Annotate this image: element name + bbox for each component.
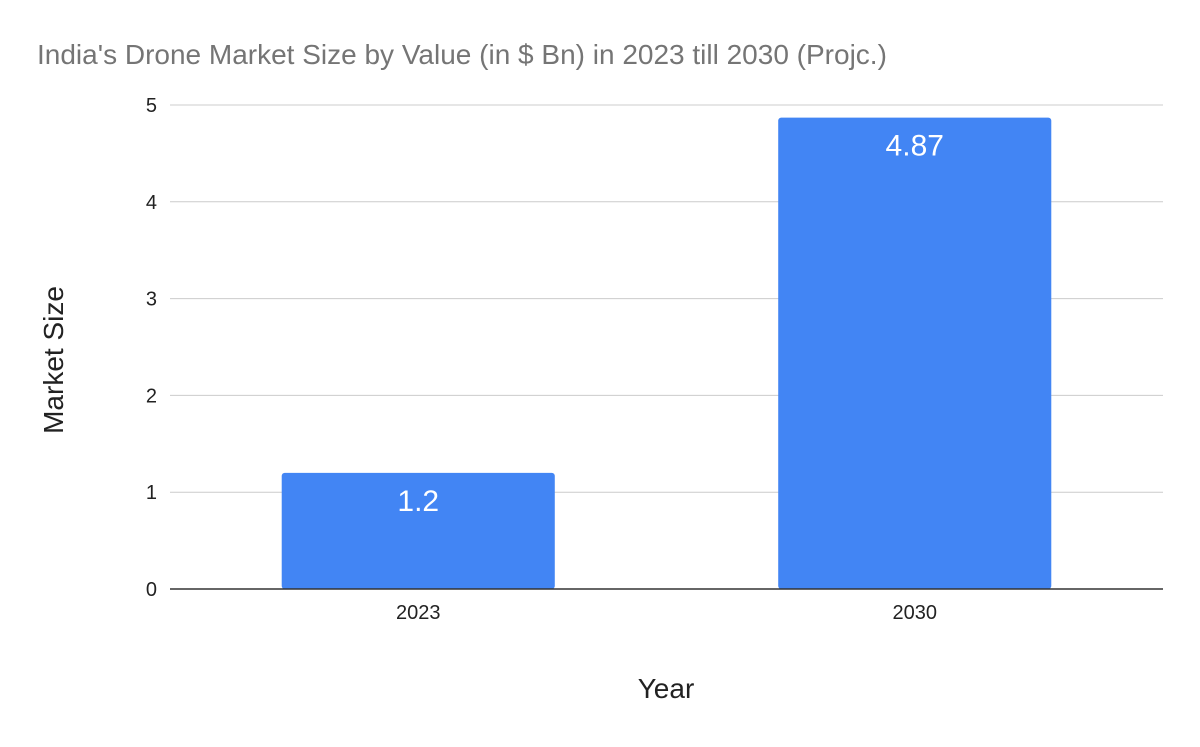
bars: 1.2 4.87 [281, 117, 1052, 590]
x-tick-label: 2023 [396, 602, 441, 624]
chart-title: India's Drone Market Size by Value (in $… [37, 39, 887, 70]
y-axis-title: Market Size [38, 286, 69, 434]
y-tick-label: 0 [146, 579, 157, 601]
bar-data-label: 1.2 [397, 485, 439, 518]
bar-data-label: 4.87 [886, 130, 944, 163]
x-axis-title: Year [638, 673, 695, 704]
bar [778, 117, 1052, 590]
y-axis-tick-labels: 0 1 2 3 4 5 [146, 95, 157, 601]
x-axis-tick-labels: 2023 2030 [396, 602, 937, 624]
y-tick-label: 5 [146, 95, 157, 117]
y-tick-label: 3 [146, 289, 157, 311]
y-tick-label: 4 [146, 192, 157, 214]
y-tick-label: 2 [146, 385, 157, 407]
y-tick-label: 1 [146, 482, 157, 504]
x-tick-label: 2030 [893, 602, 938, 624]
bar [281, 472, 555, 589]
